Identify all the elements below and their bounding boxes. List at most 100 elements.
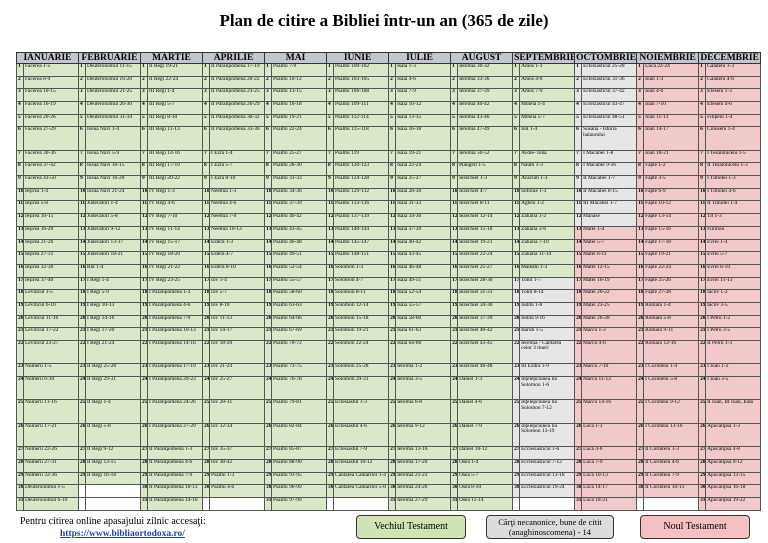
reading-cell: I Timotei 4-6 bbox=[705, 187, 762, 202]
reading-cell: III Regi 11-13 bbox=[147, 126, 204, 151]
day-number: 30 bbox=[264, 484, 273, 498]
reading-cell bbox=[643, 496, 700, 512]
day-number: 16 bbox=[16, 263, 24, 278]
day-number: 2 bbox=[264, 75, 273, 90]
day-number: 8 bbox=[326, 162, 335, 177]
reading-cell: II Regi 13-15 bbox=[85, 458, 142, 473]
day-number: 28 bbox=[202, 458, 211, 473]
reading-cell: Ieremia - Cântarea celor 3 tineri bbox=[519, 339, 576, 365]
day-number: 28 bbox=[450, 458, 459, 473]
reading-cell: Isaia 43-45 bbox=[395, 251, 452, 265]
reading-cell: Isaia 7-9 bbox=[395, 88, 452, 103]
day-number bbox=[78, 484, 87, 498]
day-number: 19 bbox=[264, 301, 273, 316]
day-number: 21 bbox=[140, 327, 149, 341]
reading-cell: Solomon 4-7 bbox=[333, 276, 390, 291]
reading-cell: II Macabei 1-7 bbox=[581, 175, 638, 189]
reading-cell: Avdie- Iona bbox=[519, 149, 576, 164]
reading-cell: I Regi 14-16 bbox=[85, 314, 142, 329]
day-number: 24 bbox=[16, 375, 24, 401]
day-number: 23 bbox=[140, 363, 149, 377]
reading-cell: Ecclesiasticul 1-6 bbox=[519, 446, 576, 460]
bibliaortodoxa-link[interactable]: https://www.bibliaortodoxa.ro/ bbox=[60, 529, 185, 539]
reading-cell: Avacum 1-3 bbox=[519, 175, 576, 189]
reading-cell: Solomon 22-24 bbox=[333, 339, 390, 365]
reading-cell: Înţelepciunea lui Solomon 13-19 bbox=[519, 422, 576, 448]
reading-cell: Iov 35-37 bbox=[209, 446, 266, 460]
reading-cell: Estera 1-3 bbox=[209, 238, 266, 253]
reading-cell: Isaia 4-6 bbox=[395, 75, 452, 90]
day-number: 19 bbox=[16, 301, 24, 316]
reading-cell: Isaia 49-51 bbox=[395, 276, 452, 291]
reading-cell: Isaia 58-60 bbox=[395, 314, 452, 329]
reading-cell: Iov 14-17 bbox=[209, 327, 266, 341]
day-number: 9 bbox=[16, 175, 24, 189]
reading-cell: Osea 1-4 bbox=[457, 458, 514, 473]
reading-cell: Leviticul 6-10 bbox=[22, 301, 80, 316]
day-number: 8 bbox=[16, 162, 24, 177]
reading-cell: Matei 20-22 bbox=[581, 289, 638, 303]
day-number: 21 bbox=[326, 327, 335, 341]
reading-cell: IV Regi 15-17 bbox=[147, 238, 204, 253]
reading-cell: Ieremia 37-39 bbox=[457, 88, 514, 103]
reading-cell: Zaharia 3-6 bbox=[519, 225, 576, 240]
day-row: 2 Facerea 6-9 2 Deuteronomul 16-20 2 II Regi … bbox=[16, 75, 762, 90]
reading-cell: Ioan 14-17 bbox=[643, 126, 700, 151]
month-header-septembrie: SEPTEMBRIE bbox=[512, 52, 576, 64]
month-header-iunie: IUNIE bbox=[326, 52, 390, 64]
reading-cell: Fapte 6-9 bbox=[643, 187, 700, 202]
day-number: 15 bbox=[326, 251, 335, 265]
reading-cell: Psalmi 58-60 bbox=[271, 289, 328, 303]
reading-cell: Ecleziasticul 25-28 bbox=[581, 63, 638, 77]
reading-cell: Deuteronomul 26-30 bbox=[85, 101, 142, 115]
reading-cell: II Tesaloniceni 1-3 bbox=[705, 162, 762, 177]
day-number: 9 bbox=[636, 175, 645, 189]
reading-cell: Fapte 17-18 bbox=[643, 238, 700, 253]
reading-cell: Fapte 22-24 bbox=[643, 263, 700, 278]
reading-cell: Iosua Navi 5-9 bbox=[85, 149, 142, 164]
day-number: 26 bbox=[78, 422, 87, 448]
day-row: 20 Leviticul 11-16 20 I Regi 14-16 20 I Paral… bbox=[16, 314, 762, 329]
day-number: 5 bbox=[512, 113, 521, 128]
reading-cell: Luca 18-21 bbox=[581, 496, 638, 512]
day-number: 9 bbox=[326, 175, 335, 189]
page-title: Plan de citire a Bibliei într-un an (365… bbox=[219, 11, 549, 30]
day-number: 21 bbox=[264, 327, 273, 341]
reading-cell: Psalmi 124-128 bbox=[333, 175, 390, 189]
reading-cell: Judecători 1-4 bbox=[85, 200, 142, 215]
reading-cell: Isaia 28-30 bbox=[395, 187, 452, 202]
reading-cell: Psalmi 96-99 bbox=[271, 484, 328, 498]
day-number: 10 bbox=[450, 187, 459, 202]
reading-cell: Iezechiel 19-21 bbox=[457, 238, 514, 253]
day-number: 1 bbox=[326, 63, 335, 77]
reading-cell: Isaia 25-27 bbox=[395, 175, 452, 189]
reading-cell: Luca 7-9 bbox=[581, 458, 638, 473]
reading-cell: Psalmi 4-6 bbox=[209, 484, 266, 498]
month-header-row: IANUARIE FEBRUARIE MARTIE APRILIE MAI IUNIE IU… bbox=[15, 52, 762, 64]
day-number: 12 bbox=[264, 213, 273, 227]
day-number: 5 bbox=[264, 113, 273, 128]
day-number: 29 bbox=[574, 471, 583, 486]
reading-cell: Tobit 1-7 bbox=[519, 276, 576, 291]
day-number: 22 bbox=[636, 339, 645, 365]
day-number: 7 bbox=[450, 149, 459, 164]
reading-cell: Isaia 10-12 bbox=[395, 101, 452, 115]
day-number: 13 bbox=[450, 225, 459, 240]
day-number: 15 bbox=[202, 251, 211, 265]
reading-cell: Miheia 5-7 bbox=[519, 113, 576, 128]
reading-cell: Psalmi 67-69 bbox=[271, 327, 328, 341]
reading-cell: Facerea 6-9 bbox=[22, 75, 80, 90]
reading-cell: Isaia 52-54 bbox=[395, 289, 452, 303]
day-number: 11 bbox=[574, 200, 583, 215]
reading-cell: Iezechiel 8-11 bbox=[457, 200, 514, 215]
day-number: 19 bbox=[574, 301, 583, 316]
day-number: 30 bbox=[326, 484, 335, 498]
day-number: 7 bbox=[388, 149, 397, 164]
day-number: 5 bbox=[698, 113, 707, 128]
day-number: 18 bbox=[574, 289, 583, 303]
day-row: 27 Numerii 22-26 27 II Regi 9-12 27 II Parali… bbox=[16, 446, 762, 460]
day-number: 21 bbox=[574, 327, 583, 341]
reading-cell: Psalmi 22-24 bbox=[271, 126, 328, 151]
reading-cell: Iezechiel 22-24 bbox=[457, 251, 514, 265]
day-number: 14 bbox=[512, 238, 521, 253]
